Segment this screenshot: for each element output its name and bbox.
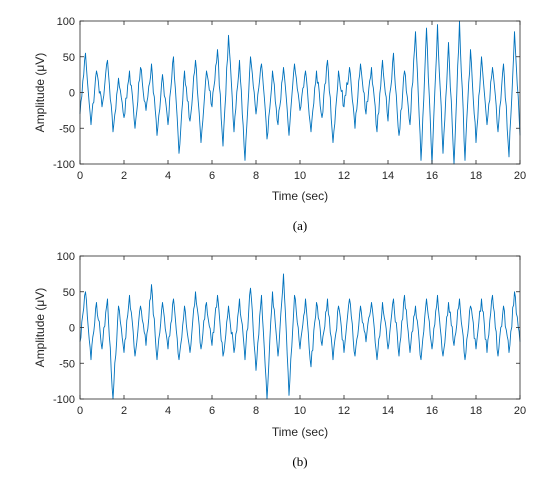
x-tick-label: 10 — [294, 170, 306, 182]
y-tick-label: 50 — [63, 52, 75, 64]
y-tick-label: -50 — [59, 358, 75, 370]
y-axis-label: Amplitude (μV) — [33, 53, 47, 133]
figure-caption: (a) — [293, 218, 307, 233]
x-tick-label: 18 — [470, 405, 482, 417]
figure-caption: (b) — [292, 454, 307, 469]
x-axis-label: Time (sec) — [272, 425, 328, 439]
x-tick-label: 6 — [209, 170, 215, 182]
x-tick-label: 2 — [121, 170, 127, 182]
x-tick-label: 14 — [382, 405, 394, 417]
x-tick-label: 20 — [514, 405, 526, 417]
x-tick-label: 4 — [165, 405, 171, 417]
x-tick-label: 16 — [426, 170, 438, 182]
signal-line — [79, 273, 521, 400]
y-tick-label: -100 — [53, 159, 75, 171]
signal-line — [79, 20, 521, 165]
x-tick-label: 8 — [253, 170, 259, 182]
x-tick-label: 18 — [470, 170, 482, 182]
plot-frame — [79, 255, 521, 400]
x-tick-label: 0 — [77, 405, 83, 417]
x-axis-label: Time (sec) — [272, 189, 328, 203]
x-tick-label: 6 — [209, 405, 215, 417]
x-tick-label: 12 — [338, 405, 350, 417]
plot-frame — [79, 20, 521, 165]
y-tick-label: 0 — [69, 323, 75, 335]
y-tick-label: -100 — [53, 394, 75, 406]
x-tick-label: 0 — [77, 170, 83, 182]
x-tick-label: 14 — [382, 170, 394, 182]
y-tick-label: 100 — [57, 251, 75, 263]
x-tick-label: 4 — [165, 170, 171, 182]
x-tick-label: 10 — [294, 405, 306, 417]
x-tick-label: 12 — [338, 170, 350, 182]
x-tick-label: 2 — [121, 405, 127, 417]
y-axis-label: Amplitude (μV) — [33, 288, 47, 368]
y-tick-label: 0 — [69, 88, 75, 100]
chart-1: 0 2 4 6 8 10 12 14 16 18 20 -100 -50 0 50 100 Time (sec)… — [33, 251, 526, 469]
x-tick-label: 20 — [514, 170, 526, 182]
y-tick-label: 50 — [63, 287, 75, 299]
y-tick-label: -50 — [59, 123, 75, 135]
x-tick-label: 8 — [253, 405, 259, 417]
x-tick-label: 16 — [426, 405, 438, 417]
chart-0: 0 2 4 6 8 10 12 14 16 18 20 -100 -50 0 50 100 Time (sec)… — [33, 16, 526, 233]
y-tick-label: 100 — [57, 16, 75, 28]
